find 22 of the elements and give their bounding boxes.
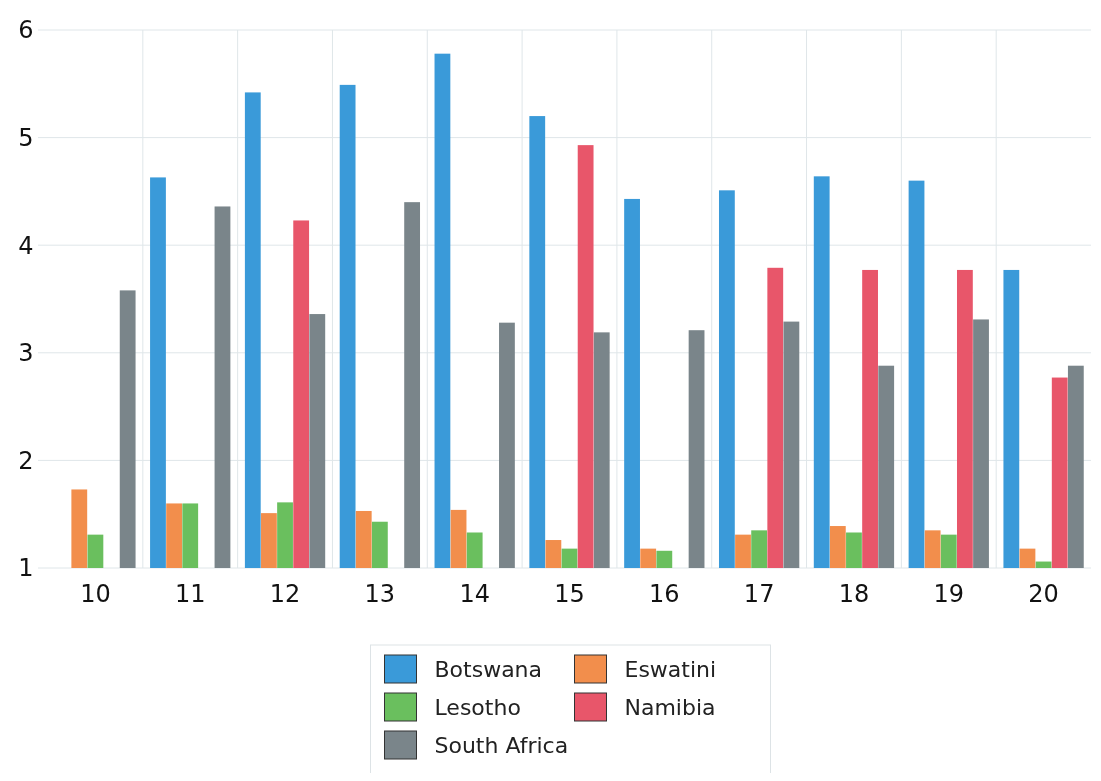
legend-label: Eswatini bbox=[624, 657, 717, 682]
x-tick-label: 10 bbox=[80, 580, 111, 608]
y-tick-label: 4 bbox=[18, 231, 34, 260]
y-tick-label: 1 bbox=[18, 554, 34, 583]
x-tick-label: 19 bbox=[933, 580, 965, 608]
legend-label: Namibia bbox=[624, 695, 716, 720]
x-tick-label: 11 bbox=[174, 580, 206, 608]
x-tick-label: 13 bbox=[364, 580, 396, 608]
x-tick-label: 15 bbox=[554, 580, 585, 608]
legend-label: South Africa bbox=[434, 733, 569, 758]
y-tick-label: 3 bbox=[18, 339, 34, 368]
y-tick-label: 2 bbox=[18, 446, 34, 475]
legend-label: Lesotho bbox=[434, 695, 521, 720]
x-tick-label: 12 bbox=[269, 580, 301, 608]
legend-label: Botswana bbox=[434, 657, 543, 682]
y-tick-label: 5 bbox=[18, 124, 34, 152]
x-tick-label: 14 bbox=[459, 580, 490, 608]
x-tick-label: 17 bbox=[743, 580, 775, 608]
x-tick-label: 20 bbox=[1028, 580, 1059, 608]
x-tick-label: 18 bbox=[838, 580, 870, 608]
x-tick-label: 16 bbox=[649, 580, 680, 608]
y-tick-label: 6 bbox=[18, 16, 34, 45]
